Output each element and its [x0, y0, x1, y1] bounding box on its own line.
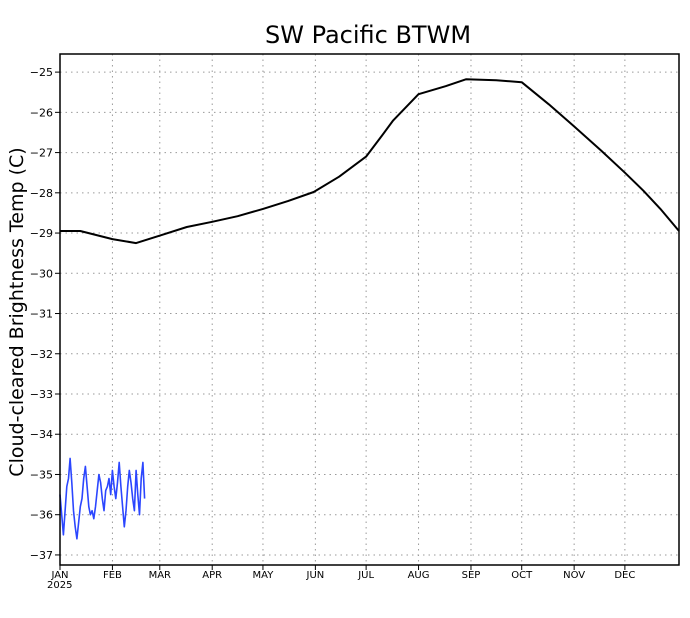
series-line-2025	[59, 457, 146, 540]
y-tick-label: −34	[30, 428, 53, 441]
y-tick-label: −26	[30, 106, 53, 119]
x-tick-label: MAR	[149, 570, 171, 581]
x-tick-label: JUL	[357, 570, 374, 581]
y-tick-label: −29	[30, 227, 53, 240]
x-tick-label: FEB	[103, 570, 122, 581]
x-tick-label: DEC	[614, 570, 635, 581]
y-tick-label: −33	[30, 388, 53, 401]
series-line-climatology	[60, 78, 680, 245]
y-tick-label: −32	[30, 348, 53, 361]
x-tick-label: OCT	[511, 570, 533, 581]
y-tick-label: −36	[30, 509, 53, 522]
y-tick-label: −27	[30, 147, 53, 160]
axis-ticks: −25 −26 −27 −28 −29 −30 −31 −32 −33 −34 −35 −36 −37 J…	[30, 66, 636, 581]
year-label: 2025	[47, 580, 72, 591]
gridlines	[60, 54, 679, 565]
y-tick-label: −30	[30, 267, 53, 280]
y-tick-label: −35	[30, 468, 53, 481]
x-tick-label: JAN	[50, 570, 68, 581]
x-tick-label: MAY	[253, 570, 275, 581]
x-tick-label: APR	[202, 570, 222, 581]
x-tick-label: SEP	[462, 570, 481, 581]
y-tick-label: −28	[30, 187, 53, 200]
y-tick-label: −37	[30, 549, 53, 562]
plot-area-frame	[59, 53, 680, 566]
y-tick-label: −25	[30, 66, 53, 79]
y-tick-label: −31	[30, 308, 53, 321]
chart-title: SW Pacific BTWM	[265, 21, 471, 49]
x-tick-label: JUN	[306, 570, 325, 581]
series-layer	[59, 78, 680, 540]
x-tick-label: NOV	[563, 570, 585, 581]
y-axis-label: Cloud-cleared Brightness Temp (C)	[6, 147, 28, 476]
x-tick-label: AUG	[408, 570, 430, 581]
